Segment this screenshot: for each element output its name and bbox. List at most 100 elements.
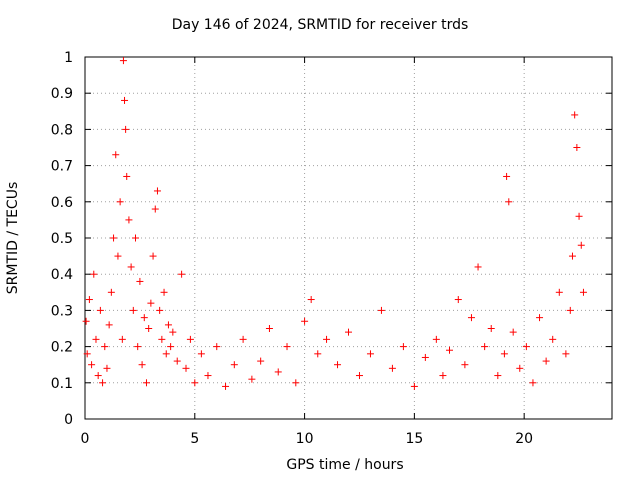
data-point [162,350,170,358]
data-point [107,288,115,296]
data-point [123,172,131,180]
y-tick-label: 0.8 [51,122,73,138]
data-point [566,306,574,314]
data-point [446,346,454,354]
data-point [96,306,104,314]
data-point [542,357,550,365]
data-point [149,252,157,260]
data-point [575,212,583,220]
data-point [283,343,291,351]
data-point [474,263,482,271]
data-point [555,288,563,296]
data-point [399,343,407,351]
data-point [138,361,146,369]
y-tick-label: 0.5 [51,231,73,247]
data-point [509,328,517,336]
data-point [191,379,199,387]
data-point [410,382,418,390]
data-point [85,296,93,304]
data-point [377,306,385,314]
data-point [156,306,164,314]
data-point [257,357,265,365]
x-tick-label: 20 [515,431,533,447]
data-point [164,321,172,329]
data-point [110,234,118,242]
data-point [186,335,194,343]
y-tick-label: 0.9 [51,86,73,102]
data-point [158,335,166,343]
x-tick-label: 15 [405,431,423,447]
data-point [160,288,168,296]
data-point [503,172,511,180]
data-point [307,296,315,304]
y-tick-label: 0.3 [51,303,73,319]
x-tick-label: 5 [190,431,199,447]
data-point [239,335,247,343]
y-tick-label: 0.7 [51,159,73,175]
data-point [230,361,238,369]
y-axis-label: SRMTID / TECUs [5,181,21,295]
data-point [345,328,352,336]
data-point [112,151,120,159]
data-point [323,335,331,343]
data-point [151,205,159,213]
data-point [204,372,212,380]
data-point [197,350,205,358]
data-point [103,364,111,372]
data-point [536,314,544,322]
data-point [105,321,113,329]
data-point [562,350,570,358]
data-point [494,372,502,380]
data-point [92,335,100,343]
data-point [439,372,447,380]
data-point [94,372,102,380]
data-point [505,198,513,206]
data-point [145,325,153,332]
data-point [121,96,129,104]
data-point [522,343,530,351]
data-point [421,353,429,361]
data-point [301,317,309,325]
data-point [573,144,581,151]
data-point [99,379,107,387]
data-point [182,364,190,372]
x-tick-label: 0 [81,431,90,447]
data-point [153,187,161,195]
data-point [116,198,124,206]
data-point [213,343,221,351]
data-point [461,361,469,369]
data-point [388,364,396,372]
x-axis-label: GPS time / hours [286,457,404,473]
data-point [169,328,177,336]
y-tick-label: 0.1 [51,376,73,392]
data-point [142,379,150,387]
data-point [88,361,96,369]
data-point [90,270,98,278]
data-point [366,350,374,358]
data-point [114,252,122,260]
data-point [125,216,133,224]
data-point [167,343,175,351]
data-point [481,343,489,351]
data-point [292,379,300,387]
y-tick-label: 0 [64,412,73,428]
y-tick-label: 0.6 [51,195,73,211]
data-point [147,299,155,307]
data-point [274,368,282,376]
data-point [467,314,475,322]
y-tick-label: 0.4 [51,267,73,283]
data-point [568,252,576,260]
data-point [127,263,135,271]
data-point [222,382,230,390]
data-point [178,270,186,278]
data-point [265,325,273,332]
data-point [516,364,524,372]
data-point [132,234,140,242]
data-point [529,379,537,387]
data-point [500,350,508,358]
data-point [173,357,181,365]
data-point [355,372,363,380]
data-point [248,375,256,383]
data-point [119,57,127,65]
